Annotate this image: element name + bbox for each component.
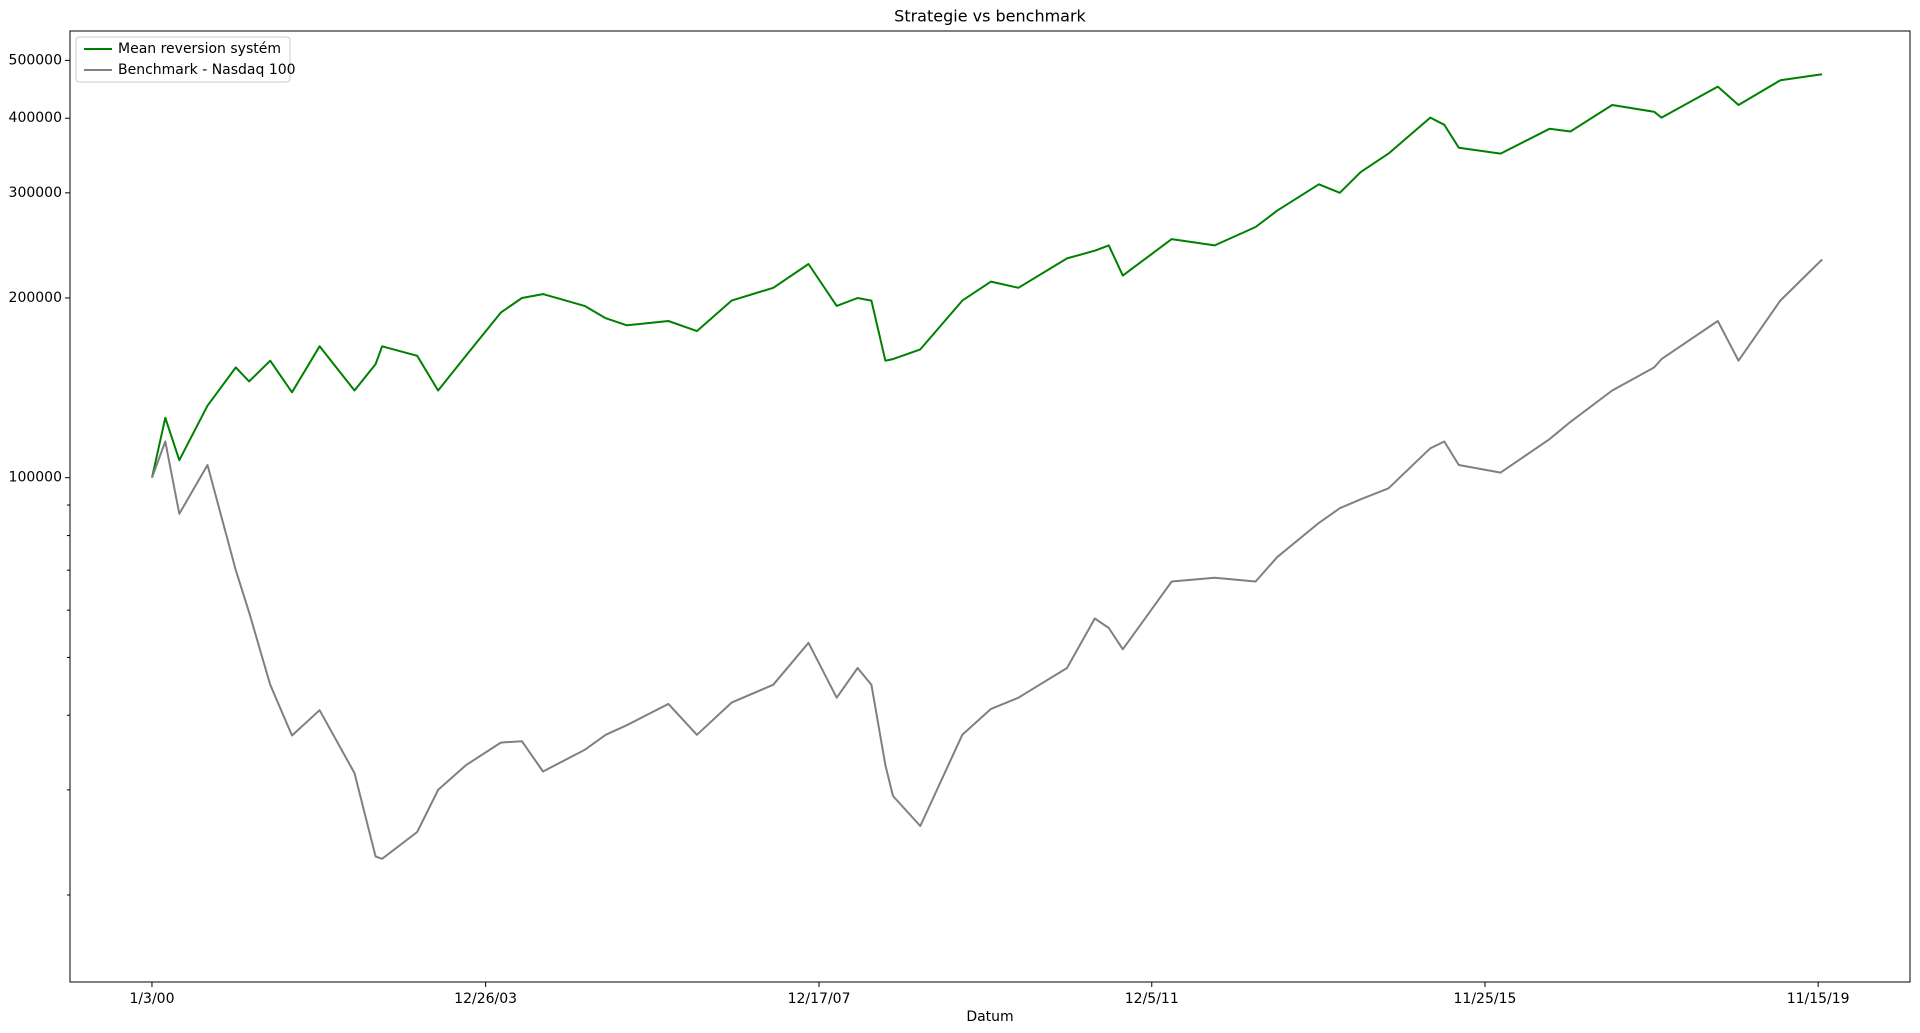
x-tick-label: 11/25/15: [1454, 991, 1517, 1007]
y-tick-label: 100000: [9, 470, 62, 486]
legend-box: [75, 36, 291, 83]
y-tick-label: 300000: [9, 185, 62, 201]
y-tick-label: 500000: [9, 52, 62, 68]
series-line: [151, 258, 1823, 860]
x-tick-label: 12/5/11: [1125, 991, 1179, 1007]
plot-frame: [69, 30, 1911, 983]
x-tick-label: 12/26/03: [454, 991, 517, 1007]
legend-label: Benchmark - Nasdaq 100: [118, 62, 296, 78]
x-tick-label: 11/15/19: [1787, 991, 1850, 1007]
series-line: [151, 73, 1823, 478]
x-tick-label: 12/17/07: [788, 991, 851, 1007]
y-tick-label: 400000: [9, 110, 62, 126]
x-axis-label: Datum: [966, 1009, 1013, 1025]
legend-label: Mean reversion systém: [118, 41, 281, 57]
legend: Mean reversion systém Benchmark - Nasdaq …: [75, 36, 296, 83]
chart-title: Strategie vs benchmark: [894, 7, 1086, 26]
x-tick-label: 1/3/00: [129, 991, 174, 1007]
y-tick-label: 200000: [9, 290, 62, 306]
